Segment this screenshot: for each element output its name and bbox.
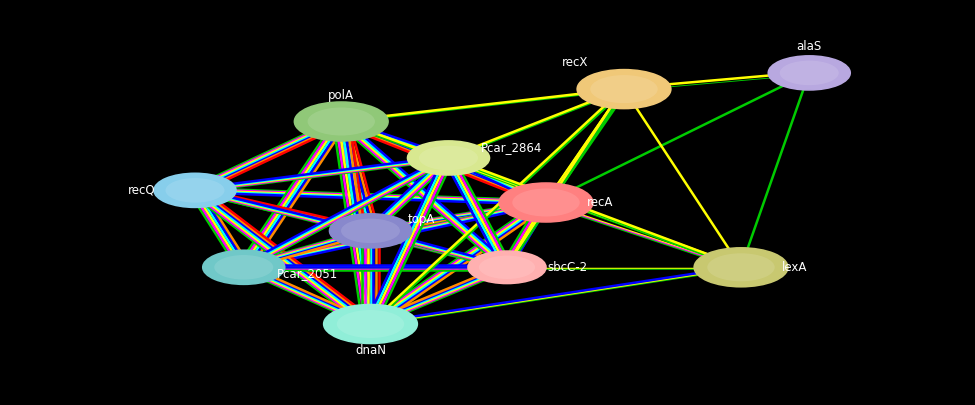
Circle shape bbox=[577, 70, 671, 109]
Circle shape bbox=[408, 141, 489, 175]
Text: recX: recX bbox=[562, 56, 589, 69]
Text: Pcar_2864: Pcar_2864 bbox=[482, 141, 542, 154]
Circle shape bbox=[499, 183, 593, 222]
Circle shape bbox=[336, 310, 405, 338]
Circle shape bbox=[512, 188, 580, 217]
Circle shape bbox=[694, 248, 788, 287]
Circle shape bbox=[294, 102, 388, 141]
Circle shape bbox=[324, 305, 417, 343]
Text: Pcar_2051: Pcar_2051 bbox=[277, 267, 337, 280]
Circle shape bbox=[707, 253, 775, 281]
Circle shape bbox=[780, 61, 838, 85]
Text: recA: recA bbox=[586, 196, 613, 209]
Text: alaS: alaS bbox=[797, 40, 822, 53]
Circle shape bbox=[468, 251, 546, 284]
Text: topA: topA bbox=[408, 213, 435, 226]
Circle shape bbox=[341, 219, 400, 243]
Circle shape bbox=[307, 107, 375, 136]
Text: dnaN: dnaN bbox=[355, 344, 386, 357]
Text: sbcC-2: sbcC-2 bbox=[547, 261, 588, 274]
Circle shape bbox=[330, 214, 411, 248]
Text: polA: polA bbox=[329, 90, 354, 102]
Circle shape bbox=[419, 146, 478, 170]
Text: recQ: recQ bbox=[128, 184, 155, 197]
Circle shape bbox=[479, 256, 535, 279]
Circle shape bbox=[214, 255, 273, 279]
Circle shape bbox=[203, 250, 285, 284]
Text: lexA: lexA bbox=[782, 261, 807, 274]
Circle shape bbox=[768, 56, 850, 90]
Circle shape bbox=[166, 178, 224, 202]
Circle shape bbox=[590, 75, 658, 103]
Circle shape bbox=[154, 173, 236, 207]
